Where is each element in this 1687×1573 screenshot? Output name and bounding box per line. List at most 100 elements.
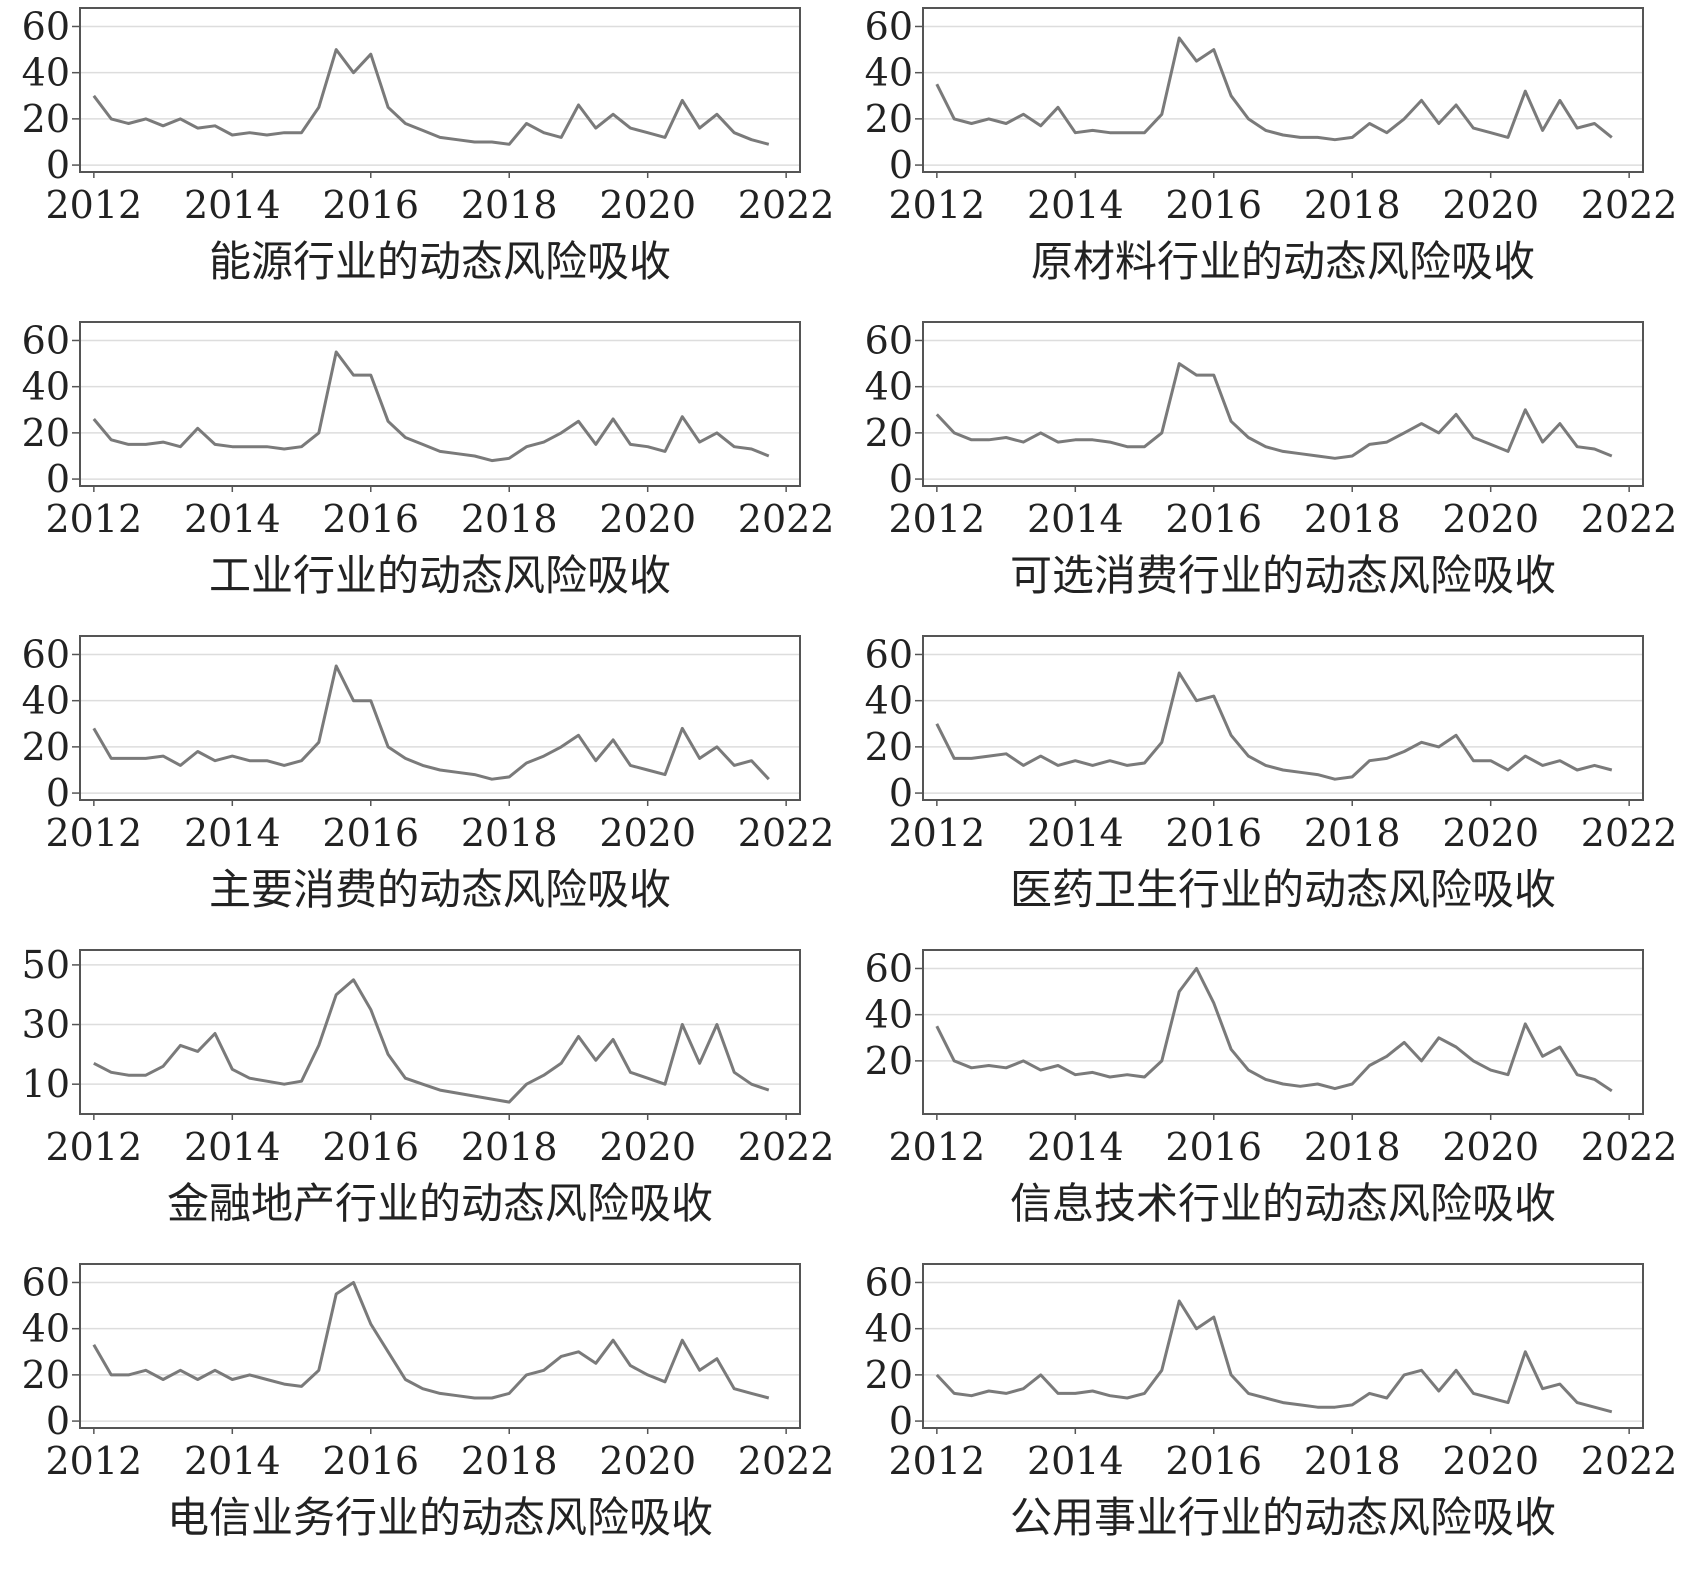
data-line xyxy=(935,671,1613,781)
y-tick-label: 30 xyxy=(22,1003,70,1047)
x-tick-label: 2012 xyxy=(45,183,142,227)
x-tick-label: 2018 xyxy=(461,497,558,541)
y-tick-label: 20 xyxy=(22,1353,70,1397)
data-line xyxy=(92,48,770,146)
chart-title: 能源行业的动态风险吸收 xyxy=(209,237,671,286)
x-tick-label: 2018 xyxy=(1304,811,1401,855)
x-tick-label: 2020 xyxy=(599,811,696,855)
y-tick-label: 40 xyxy=(865,679,913,723)
x-tick-label: 2012 xyxy=(45,1439,142,1483)
plot-frame xyxy=(922,949,1644,1115)
x-tick-label: 2012 xyxy=(45,811,142,855)
y-tick-label: 20 xyxy=(865,1039,913,1083)
y-tick-label: 60 xyxy=(22,4,70,48)
x-tick-label: 2014 xyxy=(184,183,281,227)
y-tick-label: 0 xyxy=(46,457,70,501)
plot-frame xyxy=(79,1263,801,1429)
y-tick-label: 0 xyxy=(46,771,70,815)
data-line xyxy=(93,978,770,1104)
chart-title: 金融地产行业的动态风险吸收 xyxy=(167,1179,713,1228)
plot-frame xyxy=(79,949,801,1115)
plot-frame xyxy=(922,635,1644,801)
x-tick-label: 2020 xyxy=(599,1439,696,1483)
x-tick-label: 2018 xyxy=(461,1439,558,1483)
y-tick-label: 0 xyxy=(889,143,913,187)
y-tick-label: 0 xyxy=(889,457,913,501)
y-tick-label: 20 xyxy=(865,97,913,141)
x-tick-label: 2016 xyxy=(1165,1125,1262,1169)
y-tick-label: 10 xyxy=(22,1062,70,1106)
x-tick-label: 2020 xyxy=(1442,811,1539,855)
plot-frame xyxy=(79,635,801,801)
x-tick-label: 2022 xyxy=(738,811,835,855)
y-tick-label: 60 xyxy=(22,1260,70,1304)
x-tick-label: 2012 xyxy=(888,183,985,227)
x-tick-label: 2020 xyxy=(599,1125,696,1169)
y-tick-label: 60 xyxy=(865,1260,913,1304)
x-tick-label: 2018 xyxy=(1304,497,1401,541)
x-tick-label: 2018 xyxy=(1304,183,1401,227)
x-tick-label: 2022 xyxy=(1581,1439,1678,1483)
y-tick-label: 20 xyxy=(22,97,70,141)
x-tick-label: 2012 xyxy=(888,1439,985,1483)
y-tick-label: 0 xyxy=(889,771,913,815)
y-tick-label: 20 xyxy=(22,725,70,769)
data-line xyxy=(935,1299,1613,1414)
panel: 10 30 50 2012 2014 2016 2018 2020 2022 金融地产行业的动态风… xyxy=(22,943,835,1228)
x-tick-label: 2020 xyxy=(599,183,696,227)
x-tick-label: 2020 xyxy=(1442,183,1539,227)
plot-frame xyxy=(922,1263,1644,1429)
chart-title: 信息技术行业的动态风险吸收 xyxy=(1010,1179,1556,1228)
x-tick-label: 2022 xyxy=(738,183,835,227)
chart-title: 主要消费的动态风险吸收 xyxy=(209,865,671,914)
x-tick-label: 2022 xyxy=(738,1125,835,1169)
x-tick-label: 2012 xyxy=(45,1125,142,1169)
y-tick-label: 0 xyxy=(46,1399,70,1443)
x-tick-label: 2022 xyxy=(1581,811,1678,855)
y-tick-label: 60 xyxy=(865,632,913,676)
y-tick-label: 40 xyxy=(22,365,70,409)
plot-frame xyxy=(79,7,801,173)
y-tick-label: 0 xyxy=(46,143,70,187)
chart-title: 电信业务行业的动态风险吸收 xyxy=(167,1493,713,1542)
x-tick-label: 2022 xyxy=(738,1439,835,1483)
x-tick-label: 2012 xyxy=(888,497,985,541)
y-tick-label: 60 xyxy=(865,4,913,48)
x-tick-label: 2016 xyxy=(322,497,419,541)
y-tick-label: 40 xyxy=(22,1307,70,1351)
x-tick-label: 2022 xyxy=(1581,497,1678,541)
y-tick-label: 20 xyxy=(865,1353,913,1397)
x-tick-label: 2018 xyxy=(461,183,558,227)
x-tick-label: 2016 xyxy=(1165,1439,1262,1483)
y-tick-label: 20 xyxy=(865,725,913,769)
x-tick-label: 2014 xyxy=(184,811,281,855)
x-tick-label: 2014 xyxy=(1027,497,1124,541)
chart-title: 原材料行业的动态风险吸收 xyxy=(1031,237,1535,286)
x-tick-label: 2016 xyxy=(1165,183,1262,227)
y-tick-label: 20 xyxy=(22,411,70,455)
x-tick-label: 2014 xyxy=(184,497,281,541)
y-tick-label: 60 xyxy=(22,632,70,676)
x-tick-label: 2016 xyxy=(1165,497,1262,541)
x-tick-label: 2014 xyxy=(1027,811,1124,855)
plot-frame xyxy=(79,321,801,487)
data-line xyxy=(92,350,770,463)
x-tick-label: 2014 xyxy=(184,1125,281,1169)
y-tick-label: 50 xyxy=(22,943,70,987)
x-tick-label: 2016 xyxy=(322,811,419,855)
y-tick-label: 60 xyxy=(22,318,70,362)
data-line xyxy=(935,362,1613,460)
x-tick-label: 2020 xyxy=(1442,497,1539,541)
x-tick-label: 2014 xyxy=(1027,1439,1124,1483)
chart-title: 公用事业行业的动态风险吸收 xyxy=(1010,1493,1556,1542)
data-line xyxy=(92,1281,770,1400)
plot-frame xyxy=(922,321,1644,487)
